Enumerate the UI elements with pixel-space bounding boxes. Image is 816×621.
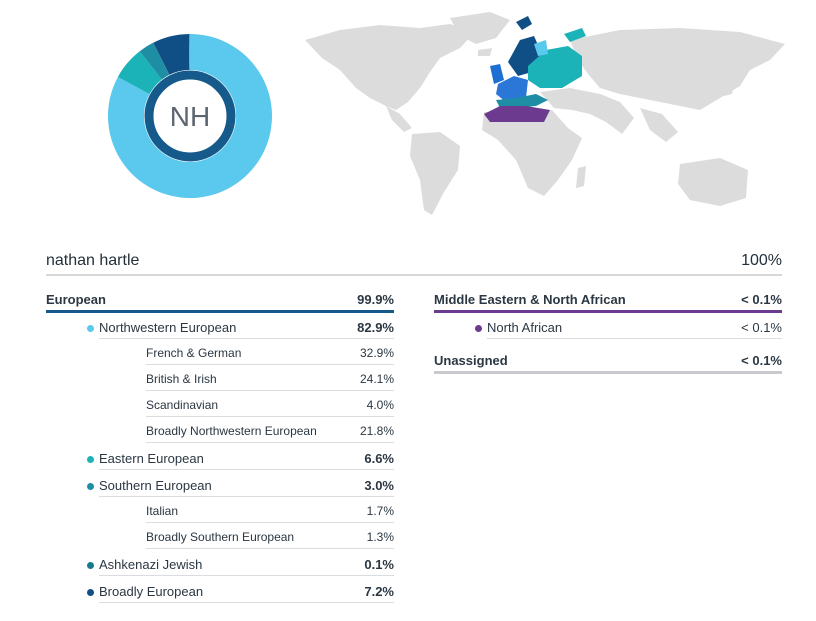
region-value: < 0.1% (741, 320, 782, 335)
subregion-label: French & German (146, 346, 242, 360)
category-label: Middle Eastern & North African (434, 292, 626, 307)
subregion-value: 24.1% (359, 372, 394, 386)
subregion-label: Broadly Southern European (146, 530, 295, 544)
region-value: 82.9% (357, 320, 394, 335)
category-european[interactable]: European 99.9% (46, 289, 394, 313)
donut-segment (139, 42, 170, 80)
subregion-row-french-german[interactable]: French & German 32.9% (146, 343, 394, 365)
color-dot-icon (87, 325, 94, 332)
region-british-isles (490, 64, 504, 84)
region-eastern-europe (528, 46, 582, 88)
region-label: Southern European (99, 478, 212, 493)
subregion-row-british-irish[interactable]: British & Irish 24.1% (146, 369, 394, 391)
donut-segment (152, 42, 170, 76)
donut-segment (188, 34, 190, 71)
subregion-value: 1.7% (366, 504, 394, 518)
ancestry-donut-chart: NH (108, 34, 272, 198)
ancestry-header: nathan hartle 100% (46, 250, 782, 276)
region-svalbard (516, 16, 532, 30)
category-label: Unassigned (434, 353, 508, 368)
map-land (305, 12, 785, 215)
region-row-broadly-european[interactable]: Broadly European 7.2% (87, 581, 394, 603)
subregion-label: British & Irish (146, 372, 217, 386)
region-row-northwestern-european[interactable]: Northwestern European 82.9% (87, 317, 394, 339)
region-row-southern-european[interactable]: Southern European 3.0% (87, 475, 394, 497)
map-highlighted-regions (484, 16, 586, 122)
subregion-row-broadly-southern[interactable]: Broadly Southern European 1.3% (146, 527, 394, 549)
avatar-initials: NH (170, 101, 210, 132)
color-dot-icon (87, 456, 94, 463)
region-value: 3.0% (364, 478, 394, 493)
color-dot-icon (87, 589, 94, 596)
region-label: Ashkenazi Jewish (99, 557, 203, 572)
region-value: 7.2% (364, 584, 394, 599)
donut-segment (189, 34, 190, 71)
donut-segment (108, 34, 272, 198)
region-value: 6.6% (364, 451, 394, 466)
region-french-german (496, 76, 528, 102)
subregion-label: Italian (146, 504, 179, 518)
category-label: European (46, 292, 106, 307)
category-value: < 0.1% (741, 292, 782, 307)
subregion-row-scandinavian[interactable]: Scandinavian 4.0% (146, 395, 394, 417)
region-baltic (534, 40, 548, 56)
avatar (154, 80, 226, 152)
subregion-row-italian[interactable]: Italian 1.7% (146, 501, 394, 523)
region-north-africa (484, 106, 550, 122)
region-northern-russia (564, 28, 586, 42)
subregion-label: Broadly Northwestern European (146, 424, 317, 438)
subregion-label: Scandinavian (146, 398, 219, 412)
category-unassigned[interactable]: Unassigned < 0.1% (434, 350, 782, 374)
region-label: Broadly European (99, 584, 204, 599)
total-percentage: 100% (741, 252, 782, 269)
subregion-value: 32.9% (359, 346, 394, 360)
category-middle-eastern-north-african[interactable]: Middle Eastern & North African < 0.1% (434, 289, 782, 313)
region-label: North African (487, 320, 563, 335)
category-value: 99.9% (357, 292, 394, 307)
region-row-north-african[interactable]: North African < 0.1% (475, 317, 782, 339)
subregion-value: 21.8% (359, 424, 394, 438)
color-dot-icon (475, 325, 482, 332)
region-value: 0.1% (364, 557, 394, 572)
subregion-row-broadly-northwestern[interactable]: Broadly Northwestern European 21.8% (146, 421, 394, 443)
region-label: Northwestern European (99, 320, 237, 335)
profile-name: nathan hartle (46, 252, 140, 269)
donut-segment (153, 34, 190, 75)
color-dot-icon (87, 483, 94, 490)
color-dot-icon (87, 562, 94, 569)
world-map (305, 12, 785, 215)
donut-segment (117, 51, 162, 95)
donut-segments (108, 34, 272, 198)
region-southern-europe (496, 94, 548, 108)
category-value: < 0.1% (741, 353, 782, 368)
region-label: Eastern European (99, 451, 204, 466)
subregion-value: 1.3% (366, 530, 394, 544)
subregion-value: 4.0% (366, 398, 394, 412)
region-row-ashkenazi-jewish[interactable]: Ashkenazi Jewish 0.1% (87, 554, 394, 576)
region-row-eastern-european[interactable]: Eastern European 6.6% (87, 448, 394, 470)
avatar-ring (144, 70, 236, 162)
